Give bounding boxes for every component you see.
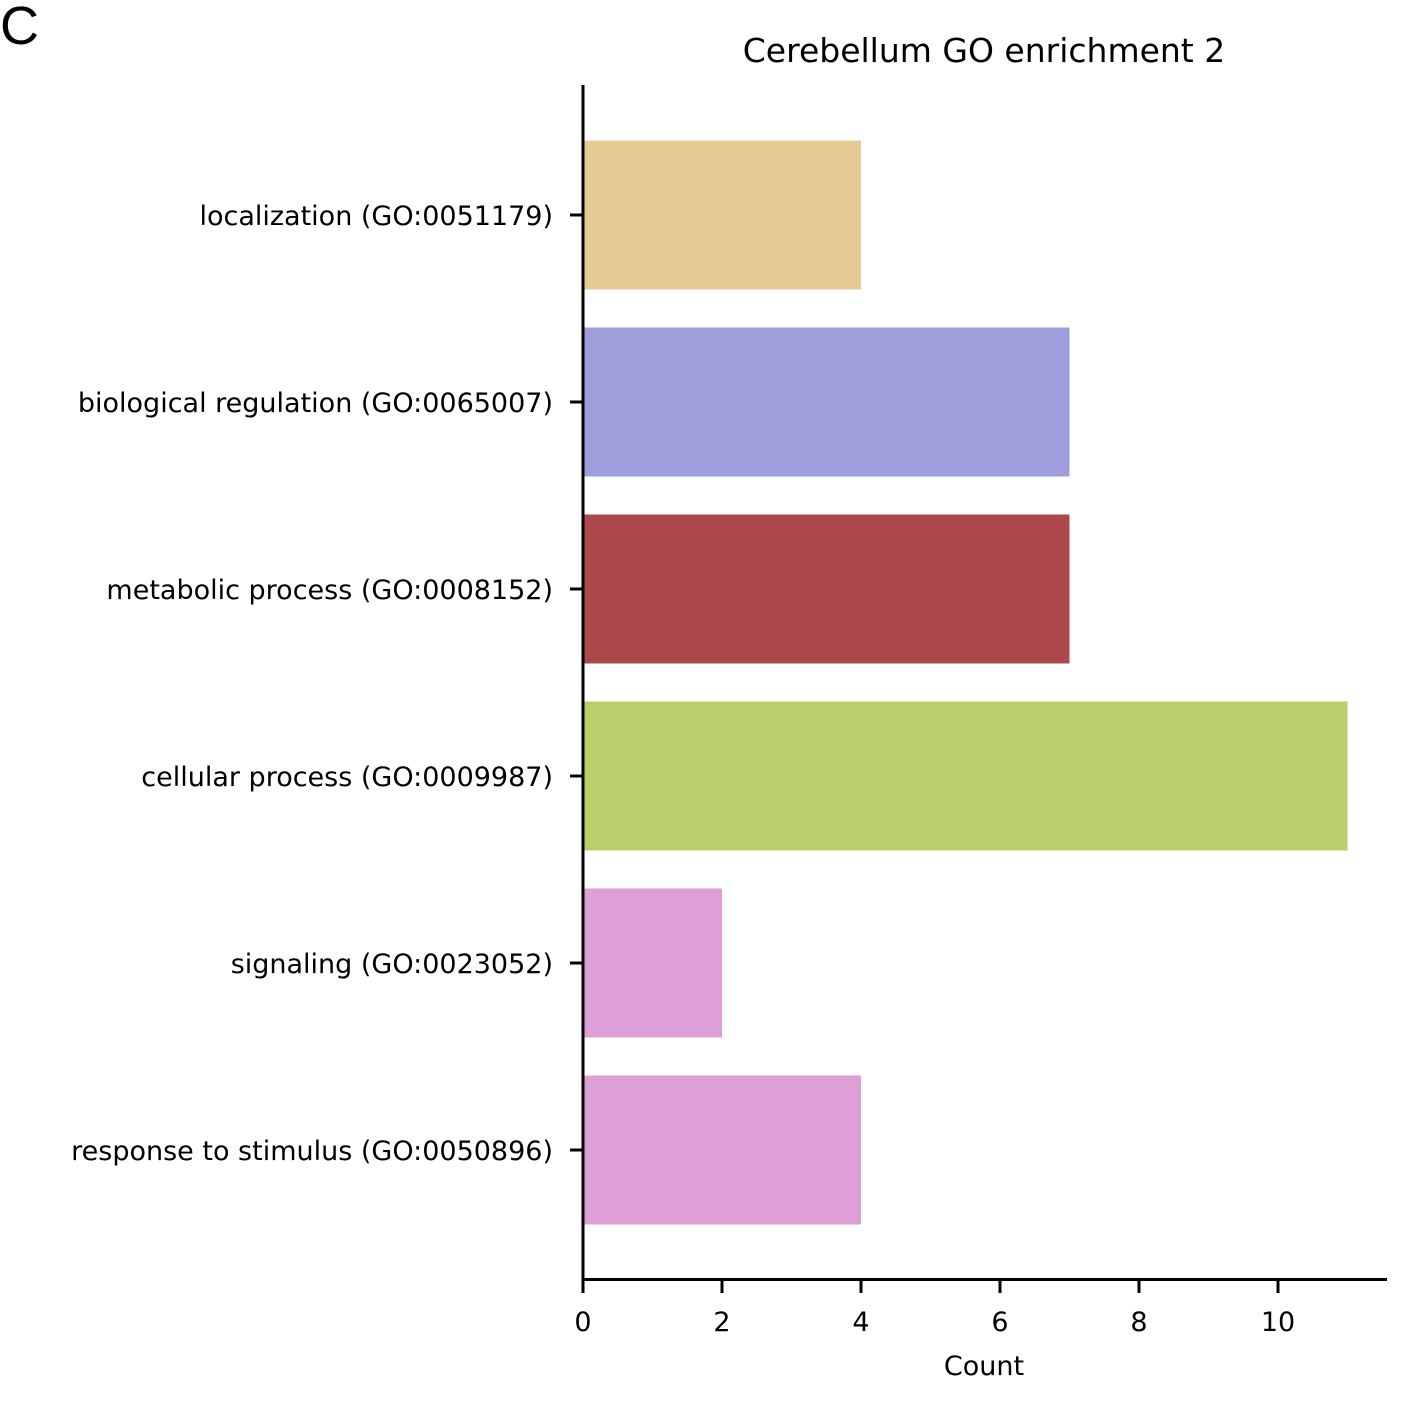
- y-tick-label: localization (GO:0051179): [199, 201, 553, 232]
- y-tick-label: metabolic process (GO:0008152): [106, 575, 553, 606]
- x-tick-label: 0: [574, 1307, 591, 1338]
- x-axis-ticks: 0 2 4 6 8 10: [574, 1280, 1295, 1338]
- x-tick-label: 4: [852, 1307, 869, 1338]
- chart-title: Cerebellum GO enrichment 2: [743, 31, 1225, 70]
- panel-label: C: [0, 0, 39, 56]
- bar: [583, 888, 722, 1038]
- y-tick-label: response to stimulus (GO:0050896): [71, 1136, 553, 1167]
- x-tick-label: 10: [1261, 1307, 1295, 1338]
- x-tick-label: 2: [713, 1307, 730, 1338]
- y-axis-ticks: localization (GO:0051179) biological regu…: [71, 201, 583, 1167]
- x-tick-label: 6: [991, 1307, 1008, 1338]
- bar: [583, 514, 1070, 664]
- bar: [583, 140, 861, 290]
- y-tick-label: cellular process (GO:0009987): [141, 762, 553, 793]
- bars-group: [583, 140, 1348, 1225]
- x-tick-label: 8: [1130, 1307, 1147, 1338]
- y-tick-label: signaling (GO:0023052): [231, 949, 553, 980]
- bar: [583, 701, 1348, 851]
- bar: [583, 1075, 861, 1225]
- y-tick-label: biological regulation (GO:0065007): [78, 388, 553, 419]
- x-axis-label: Count: [944, 1351, 1024, 1382]
- bar: [583, 327, 1070, 477]
